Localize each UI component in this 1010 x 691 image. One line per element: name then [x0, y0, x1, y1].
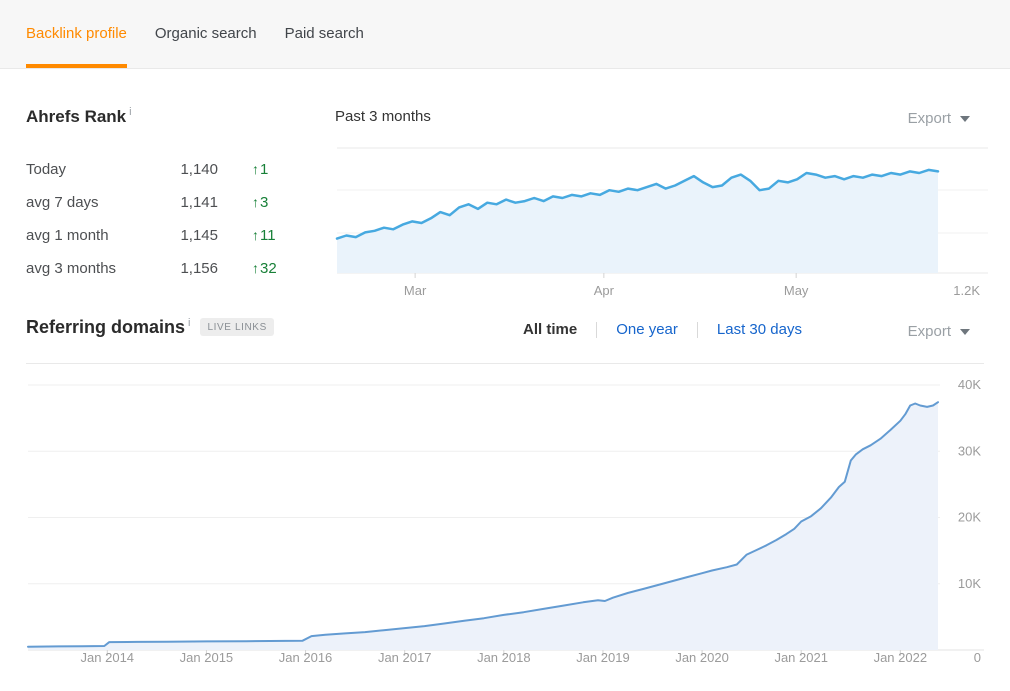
rank-row-delta: ↑11 [252, 227, 276, 244]
ahrefs-rank-table: Today 1,140 ↑1 avg 7 days 1,141 ↑3 avg 1… [26, 153, 326, 285]
y-axis-label: 10K [958, 576, 981, 591]
rank-row-label: avg 3 months [26, 260, 117, 277]
x-axis-label: Jan 2022 [874, 650, 928, 665]
rank-row-value: 1,156 [180, 260, 218, 277]
y-axis-max-label: 1.2K [953, 283, 980, 298]
table-row: avg 7 days 1,141 ↑3 [26, 186, 326, 219]
chevron-down-icon [960, 328, 970, 335]
tab-paid-search[interactable]: Paid search [284, 25, 364, 42]
rank-delta-value: 32 [260, 260, 277, 277]
export-button-rank-chart[interactable]: Export [908, 110, 970, 127]
rank-delta-value: 1 [260, 161, 269, 178]
x-axis-label: Apr [594, 283, 615, 298]
up-arrow-icon: ↑ [252, 260, 259, 276]
filter-all-time[interactable]: All time [523, 321, 578, 338]
domains-line [27, 401, 939, 648]
chevron-down-icon [960, 115, 970, 122]
x-axis-label: Jan 2016 [279, 650, 333, 665]
y-axis-label: 20K [958, 510, 981, 525]
info-icon[interactable]: i [188, 317, 191, 329]
up-arrow-icon: ↑ [252, 194, 259, 210]
filter-last-30-days[interactable]: Last 30 days [716, 321, 802, 338]
up-arrow-icon: ↑ [252, 161, 259, 177]
y-axis-zero-label: 0 [974, 650, 981, 665]
x-axis-label: Jan 2015 [180, 650, 234, 665]
section-divider [26, 363, 984, 364]
rank-row-value: 1,140 [180, 161, 218, 178]
x-axis-label: Jan 2021 [774, 650, 828, 665]
y-axis-label: 40K [958, 377, 981, 392]
x-axis-label: Mar [404, 283, 427, 298]
top-tab-bar: Backlink profile Organic search Paid sea… [0, 0, 1010, 69]
ahrefs-rank-heading: Ahrefs Rank i [26, 106, 132, 127]
up-arrow-icon: ↑ [252, 227, 259, 243]
ahrefs-rank-chart-canvas[interactable]: Mar Apr May 1.2K [335, 145, 995, 300]
y-axis-label: 30K [958, 443, 981, 458]
rank-line [335, 168, 940, 240]
filter-one-year[interactable]: One year [616, 321, 678, 338]
filter-divider [696, 321, 698, 338]
rank-row-label: avg 7 days [26, 194, 99, 211]
x-axis-label: May [784, 283, 809, 298]
table-row: avg 3 months 1,156 ↑32 [26, 252, 326, 285]
export-label: Export [907, 110, 951, 127]
info-icon[interactable]: i [129, 106, 132, 118]
tab-backlink-profile[interactable]: Backlink profile [26, 0, 127, 68]
table-row: avg 1 month 1,145 ↑11 [26, 219, 326, 252]
rank-row-value: 1,141 [180, 194, 218, 211]
x-axis-label: Jan 2017 [378, 650, 432, 665]
live-links-badge: LIVE LINKS [200, 318, 274, 336]
rank-delta-value: 3 [260, 194, 269, 211]
x-axis-label: Jan 2019 [576, 650, 630, 665]
filter-divider [596, 321, 598, 338]
rank-chart-title: Past 3 months [335, 108, 431, 125]
rank-row-delta: ↑1 [252, 161, 268, 178]
tab-organic-search[interactable]: Organic search [154, 25, 257, 42]
x-axis-label: Jan 2020 [675, 650, 729, 665]
export-label: Export [907, 323, 951, 340]
ahrefs-rank-title-text: Ahrefs Rank [26, 107, 127, 126]
rank-row-label: Today [26, 161, 67, 178]
time-range-filters: All time One year Last 30 days [523, 321, 802, 338]
table-row: Today 1,140 ↑1 [26, 153, 326, 186]
x-axis-label: Jan 2018 [477, 650, 531, 665]
rank-row-delta: ↑3 [252, 194, 268, 211]
domains-area-fill [28, 402, 938, 650]
rank-area-fill [337, 169, 938, 273]
referring-domains-chart-canvas[interactable]: 10K 20K 30K 40K Jan 2014 Jan 2015 Jan 2016 Jan … [0, 368, 1010, 678]
rank-row-delta: ↑32 [252, 260, 277, 277]
x-axis-label: Jan 2014 [81, 650, 135, 665]
export-button-domains-chart[interactable]: Export [908, 323, 970, 340]
rank-delta-value: 11 [260, 227, 276, 244]
referring-domains-heading: Referring domains i LIVE LINKS [26, 317, 274, 338]
rank-row-label: avg 1 month [26, 227, 109, 244]
rank-row-value: 1,145 [180, 227, 218, 244]
referring-domains-title-text: Referring domains [26, 317, 186, 337]
